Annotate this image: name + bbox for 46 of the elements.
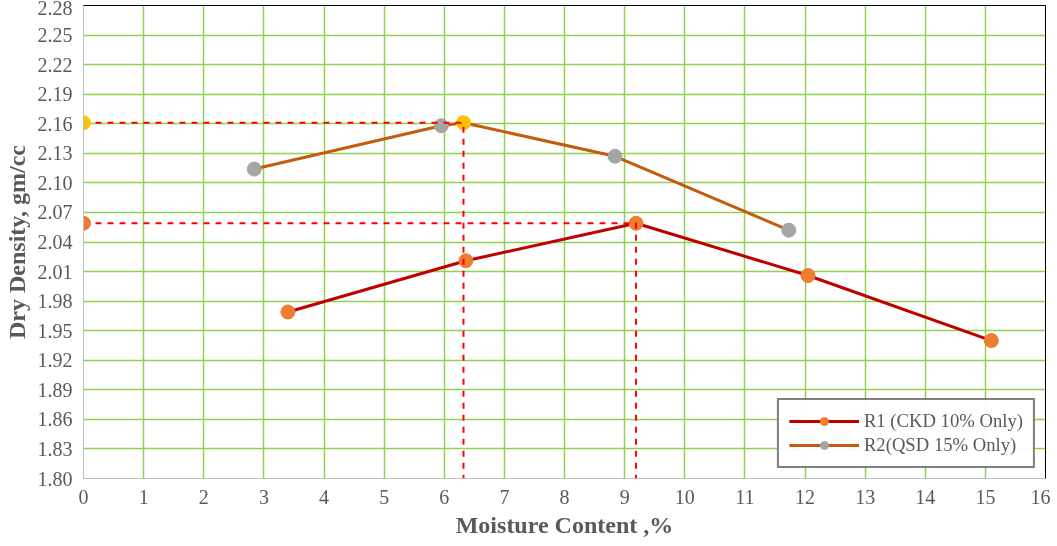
y-tick-label: 2.04 [37, 231, 73, 253]
y-tick-label: 2.16 [37, 112, 73, 135]
x-tick-label: 2 [198, 485, 209, 508]
x-tick-label: 16 [1030, 485, 1051, 508]
x-tick-label: 12 [795, 485, 815, 508]
y-tick-label: 2.07 [37, 201, 73, 224]
y-tick-label: 2.19 [37, 83, 73, 106]
y-tick-label: 1.89 [37, 378, 73, 401]
point [983, 333, 999, 349]
x-tick-label: 6 [439, 485, 450, 508]
x-tick-label: 3 [258, 485, 269, 508]
x-tick-label: 0 [78, 485, 89, 508]
y-tick-label: 1.92 [37, 349, 73, 372]
y-axis-title: Dry Density, gm/cc [3, 144, 30, 339]
x-tick-label: 11 [735, 485, 755, 508]
x-tick-label: 10 [674, 485, 695, 508]
point [246, 161, 262, 177]
point [280, 304, 296, 320]
point [458, 253, 474, 269]
y-tick-label: 2.22 [37, 53, 73, 76]
x-tick-label: 5 [379, 485, 390, 508]
x-tick-label: 9 [619, 485, 630, 508]
y-tick-label: 1.98 [37, 290, 73, 313]
x-tick-label: 13 [855, 485, 876, 508]
y-tick-label: 2.13 [37, 142, 73, 165]
y-tick-label: 1.95 [37, 319, 73, 342]
x-tick-label: 7 [499, 485, 510, 508]
point [800, 268, 816, 283]
legend-label: R2(QSD 15% Only) [863, 434, 1017, 456]
point [607, 148, 623, 164]
x-tick-label: 4 [319, 485, 329, 508]
y-tick-label: 2.10 [37, 171, 73, 194]
y-tick-label: 1.83 [37, 437, 73, 460]
x-tick-label: 14 [915, 485, 936, 508]
x-tick-label: 1 [138, 485, 149, 508]
y-tick-label: 2.28 [37, 0, 73, 19]
point [433, 118, 449, 134]
y-tick-label: 2.01 [37, 260, 73, 283]
point [781, 222, 797, 238]
x-tick-label: 15 [975, 485, 996, 508]
legend-label: R1 (CKD 10% Only) [863, 410, 1023, 432]
x-tick-label: 8 [559, 485, 570, 508]
y-tick-label: 2.25 [37, 24, 73, 47]
x-axis-title: Moisture Content ,% [455, 511, 674, 538]
y-tick-label: 1.86 [37, 408, 73, 431]
y-tick-label: 1.80 [37, 467, 73, 490]
